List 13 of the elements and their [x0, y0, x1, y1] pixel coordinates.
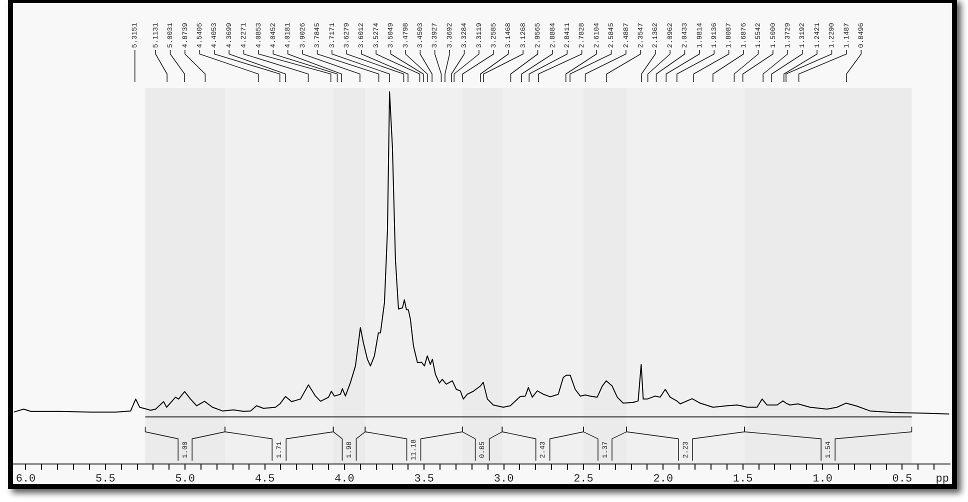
- x-tick-label: 2.0: [653, 473, 674, 486]
- x-tick-label: 4.0: [334, 473, 354, 486]
- x-tick-label: 1.0: [812, 473, 832, 486]
- x-tick-label: 2.5: [574, 473, 594, 486]
- x-tick-label: 5.0: [175, 473, 196, 486]
- x-tick-label: 3.5: [414, 473, 434, 486]
- x-axis-title: pp: [936, 474, 949, 486]
- x-tick-label: 0.5: [892, 473, 912, 486]
- x-tick-label: 5.5: [96, 473, 116, 486]
- x-tick-label: 3.0: [494, 473, 514, 486]
- x-tick-label: 6.0: [16, 473, 36, 486]
- x-tick-label: 4.5: [254, 473, 275, 486]
- x-tick-label: 1.5: [732, 473, 753, 486]
